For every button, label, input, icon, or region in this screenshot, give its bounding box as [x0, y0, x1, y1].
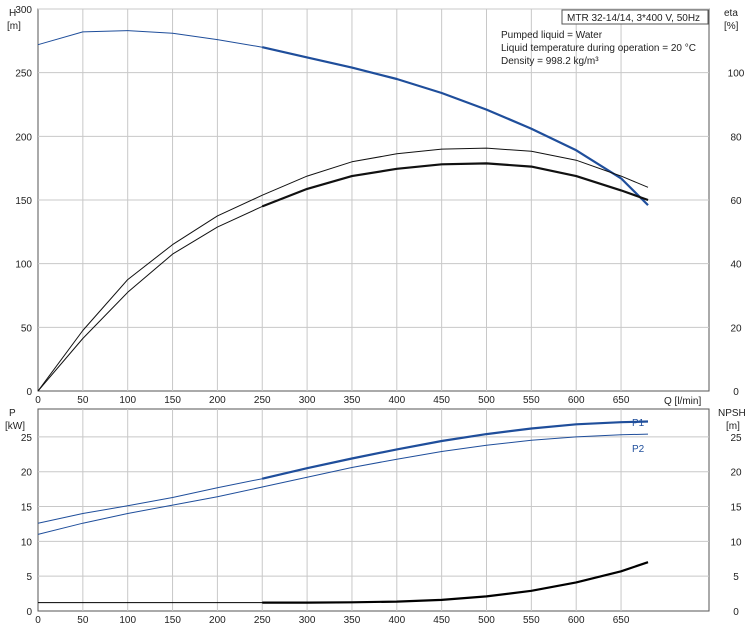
info-line-3: Density = 998.2 kg/m³: [501, 56, 599, 67]
series-p1-operating-range: [262, 420, 649, 480]
left-tick-label: 50: [21, 323, 33, 334]
right-tick-label: 20: [730, 323, 742, 334]
right-tick-label: 80: [730, 132, 742, 143]
upper-right-axis-label: eta: [724, 8, 738, 19]
x-tick-label: 50: [77, 615, 89, 623]
series-eta-guarantee-operating-range: [261, 162, 649, 208]
axis-ticks: 0 50 100 150 200 250 300 350 400 450 500 550 600 6500…: [15, 5, 744, 623]
x-tick-label: 300: [299, 615, 316, 623]
series-h-operating-range: [262, 46, 649, 206]
lower-right-axis-unit: [m]: [726, 421, 740, 432]
x-tick-label: 100: [119, 615, 136, 623]
series-npsh-operating-range: [262, 561, 649, 604]
series-eta-guarantee-line: [37, 162, 649, 392]
chart-title: MTR 32-14/14, 3*400 V, 50Hz: [567, 13, 700, 24]
x-tick-label: 500: [478, 615, 495, 623]
x-tick-label: 250: [254, 395, 271, 406]
x-tick-label: 600: [568, 615, 585, 623]
upper-left-axis-unit: [m]: [7, 21, 21, 32]
x-tick-label: 250: [254, 615, 271, 623]
x-tick-label: 400: [388, 615, 405, 623]
x-tick-label: 650: [613, 615, 630, 623]
left-tick-label: 200: [15, 132, 32, 143]
right-tick-label: 0: [733, 387, 739, 398]
left-tick-label: 250: [15, 69, 32, 80]
grid-lines: [38, 8, 709, 611]
x-tick-label: 300: [299, 395, 316, 406]
info-line-1: Pumped liquid = Water: [501, 30, 603, 41]
chart-title-box: [561, 9, 709, 25]
right-tick-label: 100: [728, 69, 745, 80]
x-tick-label: 50: [77, 395, 89, 406]
right-tick-label: 60: [730, 196, 742, 207]
left-tick-label: 100: [15, 260, 32, 271]
series-npsh-line: [38, 561, 649, 604]
lower-left-axis-label: P: [9, 408, 16, 419]
x-axis-label: Q [l/min]: [664, 396, 701, 407]
left-tick-label: 0: [26, 607, 32, 618]
x-tick-label: 0: [35, 395, 41, 406]
info-line-2: Liquid temperature during operation = 20…: [501, 43, 696, 54]
x-tick-label: 400: [388, 395, 405, 406]
left-tick-label: 150: [15, 196, 32, 207]
left-tick-label: 0: [26, 387, 32, 398]
right-tick-label: 15: [730, 503, 742, 514]
right-tick-label: 40: [730, 260, 742, 271]
upper-left-axis-label: H: [9, 8, 16, 19]
x-tick-label: 100: [119, 395, 136, 406]
series-p2-line: [37, 433, 649, 535]
x-tick-label: 450: [433, 615, 450, 623]
left-tick-label: 300: [15, 5, 32, 16]
right-tick-label: 20: [730, 468, 742, 479]
left-tick-label: 20: [21, 468, 33, 479]
x-tick-label: 150: [164, 615, 181, 623]
x-tick-label: 550: [523, 615, 540, 623]
data-series: [37, 30, 649, 604]
lower-right-axis-label: NPSH: [718, 408, 746, 419]
x-tick-label: 500: [478, 395, 495, 406]
right-tick-label: 10: [730, 537, 742, 548]
left-tick-label: 15: [21, 503, 33, 514]
left-tick-label: 25: [21, 433, 33, 444]
left-tick-label: 10: [21, 537, 33, 548]
x-tick-label: 350: [344, 615, 361, 623]
series-label-p2: P2: [632, 444, 645, 455]
x-tick-label: 450: [433, 395, 450, 406]
series-label-p1: P1: [632, 418, 645, 429]
right-tick-label: 25: [730, 433, 742, 444]
x-tick-label: 550: [523, 395, 540, 406]
lower-left-axis-unit: [kW]: [5, 421, 25, 432]
series-eta-line: [37, 147, 649, 392]
lower-panel-frame: [37, 408, 710, 612]
right-tick-label: 5: [733, 572, 739, 583]
x-tick-label: 200: [209, 615, 226, 623]
left-tick-label: 5: [26, 572, 32, 583]
x-tick-label: 650: [613, 395, 630, 406]
x-tick-label: 350: [344, 395, 361, 406]
x-tick-label: 200: [209, 395, 226, 406]
right-tick-label: 0: [733, 607, 739, 618]
x-tick-label: 600: [568, 395, 585, 406]
x-tick-label: 150: [164, 395, 181, 406]
upper-right-axis-unit: [%]: [724, 21, 739, 32]
x-tick-label: 0: [35, 615, 41, 623]
